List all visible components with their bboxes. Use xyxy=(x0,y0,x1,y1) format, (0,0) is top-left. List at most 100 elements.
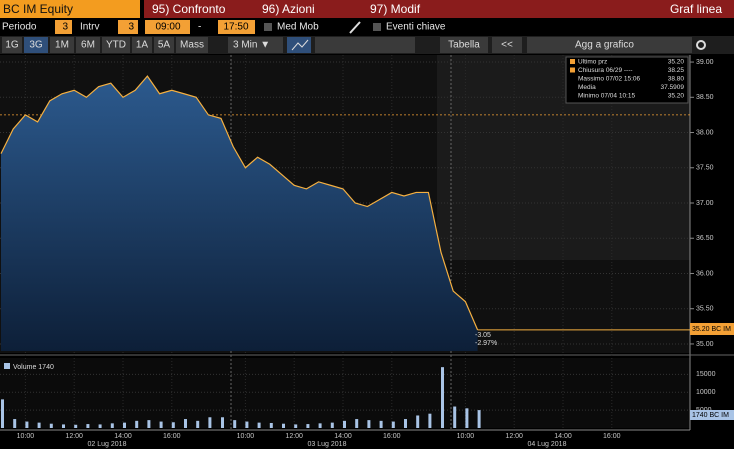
volume-bar xyxy=(379,420,383,428)
volume-bar xyxy=(49,423,53,428)
range-label: 5A xyxy=(158,40,171,51)
x-tick-label: 14:00 xyxy=(334,433,352,440)
icon-buttons[interactable] xyxy=(315,37,415,53)
x-tick-label: 12:00 xyxy=(505,433,523,440)
x-tick-label: 16:00 xyxy=(163,433,181,440)
range-label: 6M xyxy=(81,40,95,51)
button-label: 3 Min ▼ xyxy=(233,40,270,51)
volume-bar xyxy=(477,410,481,428)
y-tick-label: 36.50 xyxy=(696,235,714,242)
tab[interactable]: 97) Modif xyxy=(370,2,421,16)
input-value: 17:50 xyxy=(223,22,248,33)
icon-button[interactable] xyxy=(287,37,311,53)
x-tick-label: 14:00 xyxy=(554,433,572,440)
line-icon xyxy=(291,39,309,51)
volume-bar xyxy=(282,423,285,428)
legend-swatch xyxy=(570,59,575,64)
volume-bar xyxy=(441,367,444,428)
input-value: 3 xyxy=(128,22,134,33)
checkbox[interactable] xyxy=(373,23,381,31)
volume-bar xyxy=(98,424,102,428)
volume-bar xyxy=(355,419,359,428)
volume-bar xyxy=(428,413,432,428)
volume-bar xyxy=(25,421,29,428)
button-label: Tabella xyxy=(448,40,480,51)
label: Med Mob xyxy=(277,22,319,33)
volume-bar xyxy=(453,406,457,428)
x-tick-label: 12:00 xyxy=(285,433,303,440)
date-label: 04 Lug 2018 xyxy=(528,441,567,448)
tab[interactable]: 96) Azioni xyxy=(262,2,315,16)
last-tag-label: 35.20 BC IM xyxy=(692,326,731,333)
checkbox[interactable] xyxy=(264,23,272,31)
button[interactable] xyxy=(440,37,488,53)
range-label: 1M xyxy=(55,40,69,51)
gear-icon[interactable] xyxy=(696,40,706,50)
range-button[interactable] xyxy=(176,37,208,53)
label: Eventi chiave xyxy=(386,22,446,33)
y-tick-label: 35.00 xyxy=(696,341,714,348)
range-label: 1A xyxy=(136,40,149,51)
range-button[interactable] xyxy=(76,37,100,53)
range-button[interactable] xyxy=(132,37,152,53)
date-label: 02 Lug 2018 xyxy=(88,441,127,448)
legend-value: 37.5909 xyxy=(661,84,685,91)
ticker-box[interactable] xyxy=(0,0,140,18)
last-tag xyxy=(690,323,734,335)
volume-bar xyxy=(37,422,41,428)
x-tick-label: 16:00 xyxy=(383,433,401,440)
volume-bar xyxy=(465,408,469,428)
legend-value: 38.80 xyxy=(668,76,685,83)
price-line xyxy=(0,75,479,331)
range-button[interactable] xyxy=(50,37,74,53)
volume-bar xyxy=(110,423,114,428)
volume-bar xyxy=(367,420,371,428)
volume-bar xyxy=(184,419,187,428)
range-button[interactable] xyxy=(102,37,130,53)
volume-bar xyxy=(123,422,126,428)
input-value: 09:00 xyxy=(155,22,180,33)
input[interactable] xyxy=(145,20,190,34)
legend-swatch xyxy=(570,67,575,73)
y-tick-label: 36.00 xyxy=(696,270,714,277)
volume-bar xyxy=(208,417,212,428)
y-tick-label: 37.50 xyxy=(696,165,714,172)
volume-bar xyxy=(416,415,420,428)
range-label: Mass xyxy=(180,40,204,51)
volume-area xyxy=(0,358,690,428)
window-title: Graf linea xyxy=(670,2,722,16)
input[interactable] xyxy=(55,20,72,34)
button[interactable] xyxy=(527,37,692,53)
price-area xyxy=(1,76,478,352)
legend-label: Minimo 07/04 10:15 xyxy=(578,93,635,100)
separator: - xyxy=(198,22,201,33)
volume-tag xyxy=(690,410,734,420)
volume-bar xyxy=(269,422,273,428)
label: Intrv xyxy=(80,22,99,33)
volume-bar xyxy=(221,417,224,428)
change-pct: -2.97% xyxy=(475,340,497,347)
y-tick-label: 38.50 xyxy=(696,94,714,101)
button[interactable] xyxy=(492,37,522,53)
legend-value: 38.25 xyxy=(668,67,685,74)
range-button[interactable] xyxy=(24,37,48,53)
ticker: BC IM Equity xyxy=(3,2,73,16)
y-tick-label: 38.00 xyxy=(696,129,714,136)
pencil-icon[interactable] xyxy=(349,21,361,34)
range-button[interactable] xyxy=(2,37,22,53)
y-tick-label: 37.00 xyxy=(696,200,714,207)
range-button[interactable] xyxy=(154,37,174,53)
range-label: YTD xyxy=(106,40,126,51)
tab[interactable]: 95) Confronto xyxy=(152,2,226,16)
range-buttons: 1G 3G 1M 6M YTD 1A 5A Mass xyxy=(2,37,208,53)
legend-label: Massimo 07/02 15:06 xyxy=(578,76,641,83)
legend-box xyxy=(565,56,689,104)
volume-bar xyxy=(294,424,298,428)
change: -3.05 xyxy=(475,332,491,339)
input[interactable] xyxy=(118,20,138,34)
button[interactable] xyxy=(228,37,283,53)
input[interactable] xyxy=(218,20,255,34)
volume-bar xyxy=(233,420,237,428)
label: Periodo xyxy=(2,22,37,33)
